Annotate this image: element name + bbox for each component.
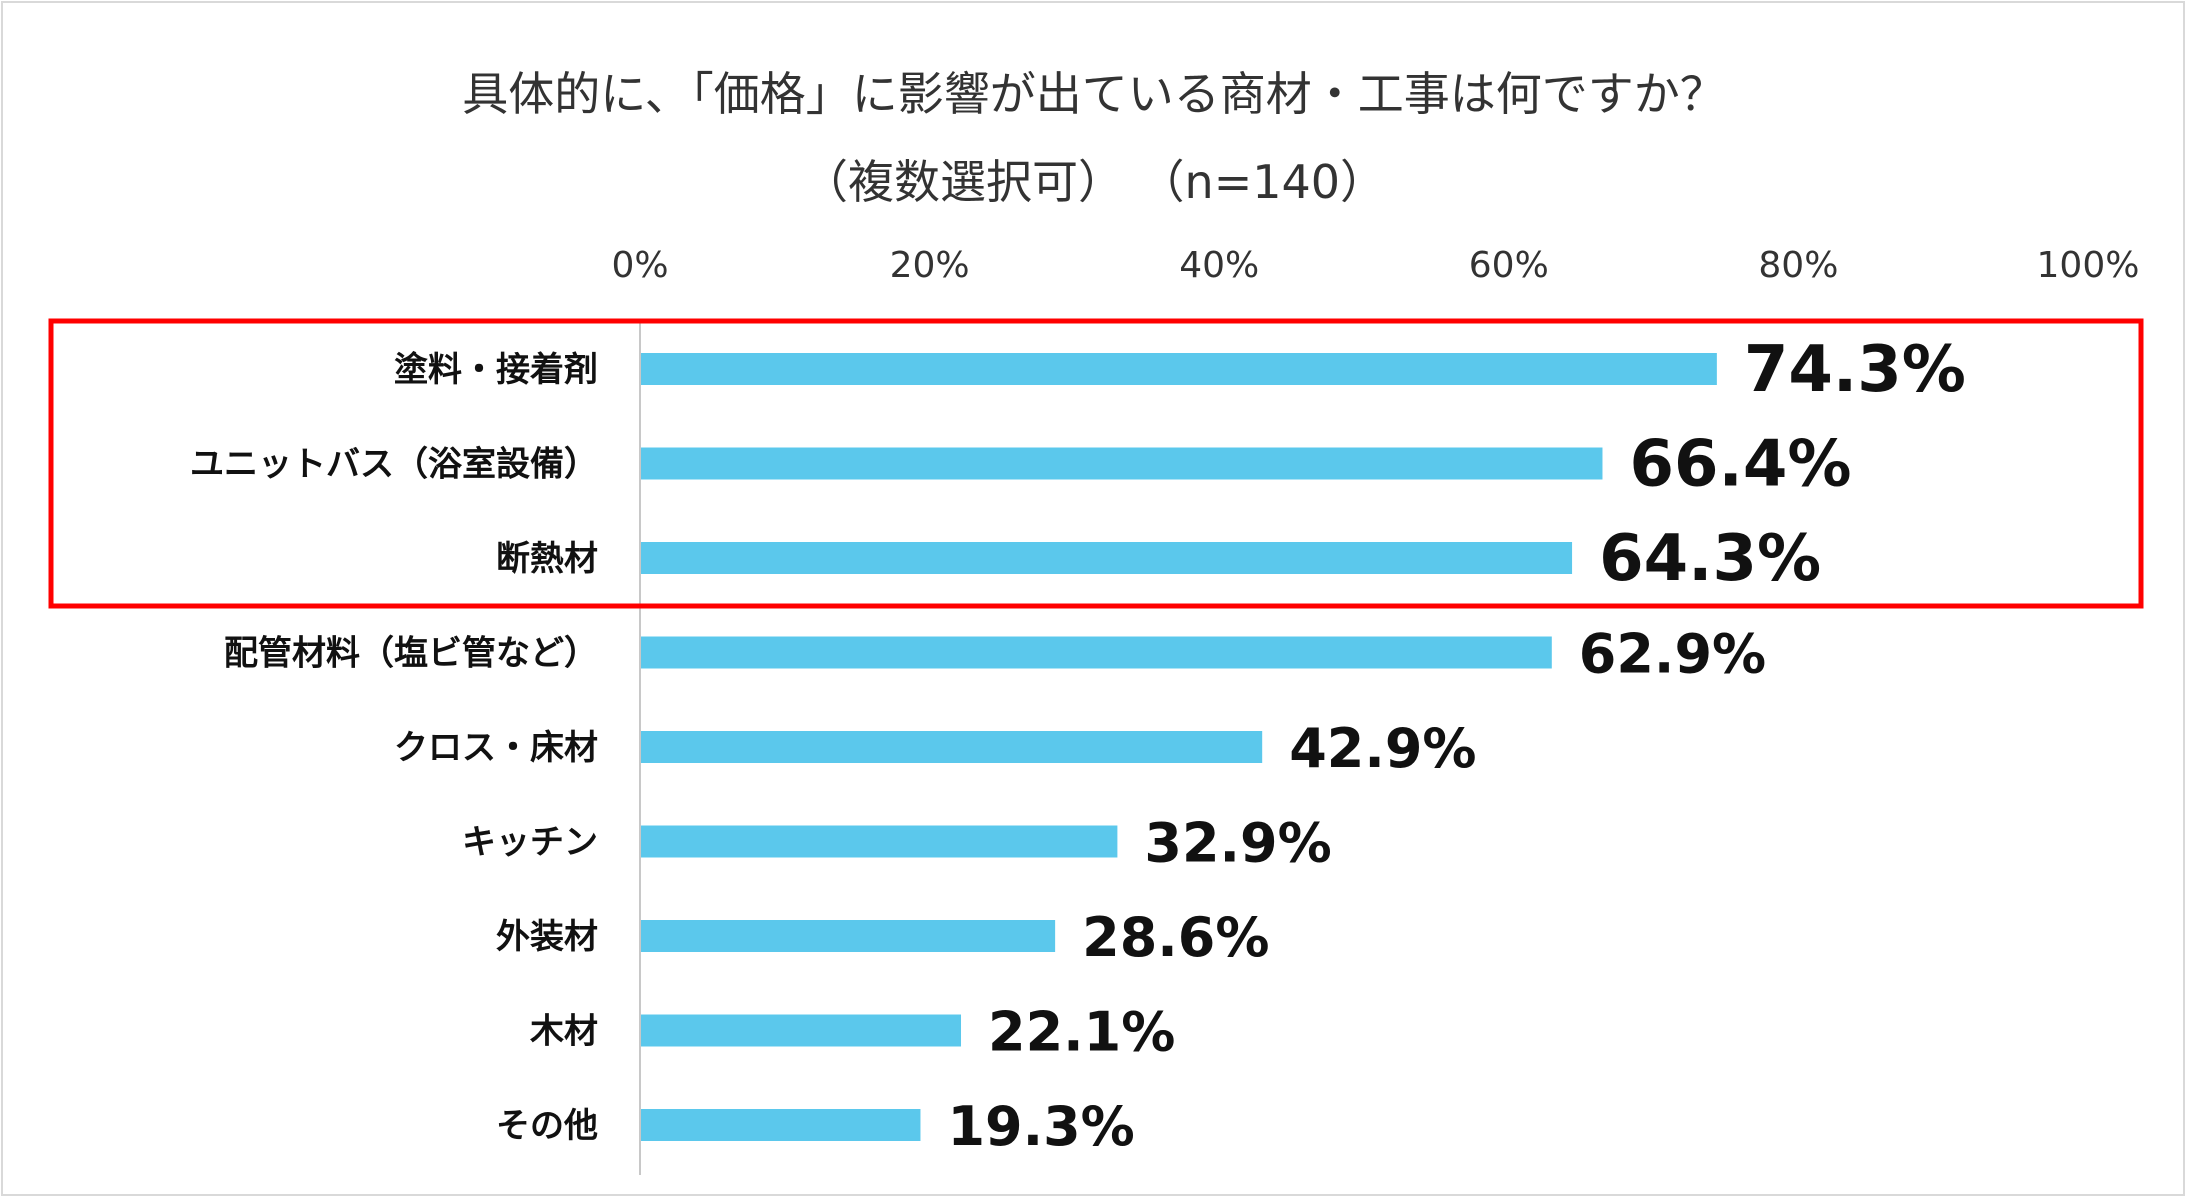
value-label: 42.9% [1289, 717, 1476, 780]
category-label: 断熱材 [496, 539, 598, 579]
bar [641, 920, 1056, 952]
x-tick-label: 60% [1469, 245, 1549, 286]
bar [641, 636, 1552, 669]
category-label: キッチン [462, 823, 598, 863]
category-label: 外装材 [496, 917, 598, 957]
bar [641, 353, 1717, 385]
category-label: クロス・床材 [394, 728, 598, 768]
value-label: 74.3% [1744, 333, 1966, 407]
value-label: 64.3% [1599, 522, 1821, 596]
value-label: 19.3% [947, 1095, 1134, 1158]
chart-title: 具体的に、「価格」に影響が出ている商材・工事は何ですか？ [462, 67, 1726, 121]
bar [641, 542, 1573, 574]
x-tick-label: 40% [1179, 245, 1259, 286]
category-label: 木材 [529, 1012, 598, 1052]
bar [641, 447, 1603, 480]
value-label: 32.9% [1144, 812, 1331, 875]
bar [641, 825, 1118, 858]
bar [641, 1109, 921, 1141]
x-tick-label: 0% [611, 245, 668, 286]
category-label: 配管材料（塩ビ管など） [224, 634, 598, 674]
category-label: ユニットバス（浴室設備） [190, 445, 598, 485]
highlight-box [48, 318, 2144, 609]
value-label: 66.4% [1629, 428, 1851, 502]
bar [641, 1014, 962, 1047]
x-tick-label: 80% [1758, 245, 1838, 286]
bar [641, 731, 1263, 763]
value-label: 22.1% [988, 1001, 1175, 1064]
value-label: 28.6% [1082, 906, 1269, 969]
category-label: 塗料・接着剤 [394, 350, 598, 390]
chart-subtitle: （複数選択可） （n=140） [801, 155, 1387, 209]
category-label: その他 [496, 1106, 598, 1146]
value-label: 62.9% [1579, 623, 1766, 686]
x-tick-label: 20% [890, 245, 970, 286]
x-tick-label: 100% [2037, 245, 2140, 286]
